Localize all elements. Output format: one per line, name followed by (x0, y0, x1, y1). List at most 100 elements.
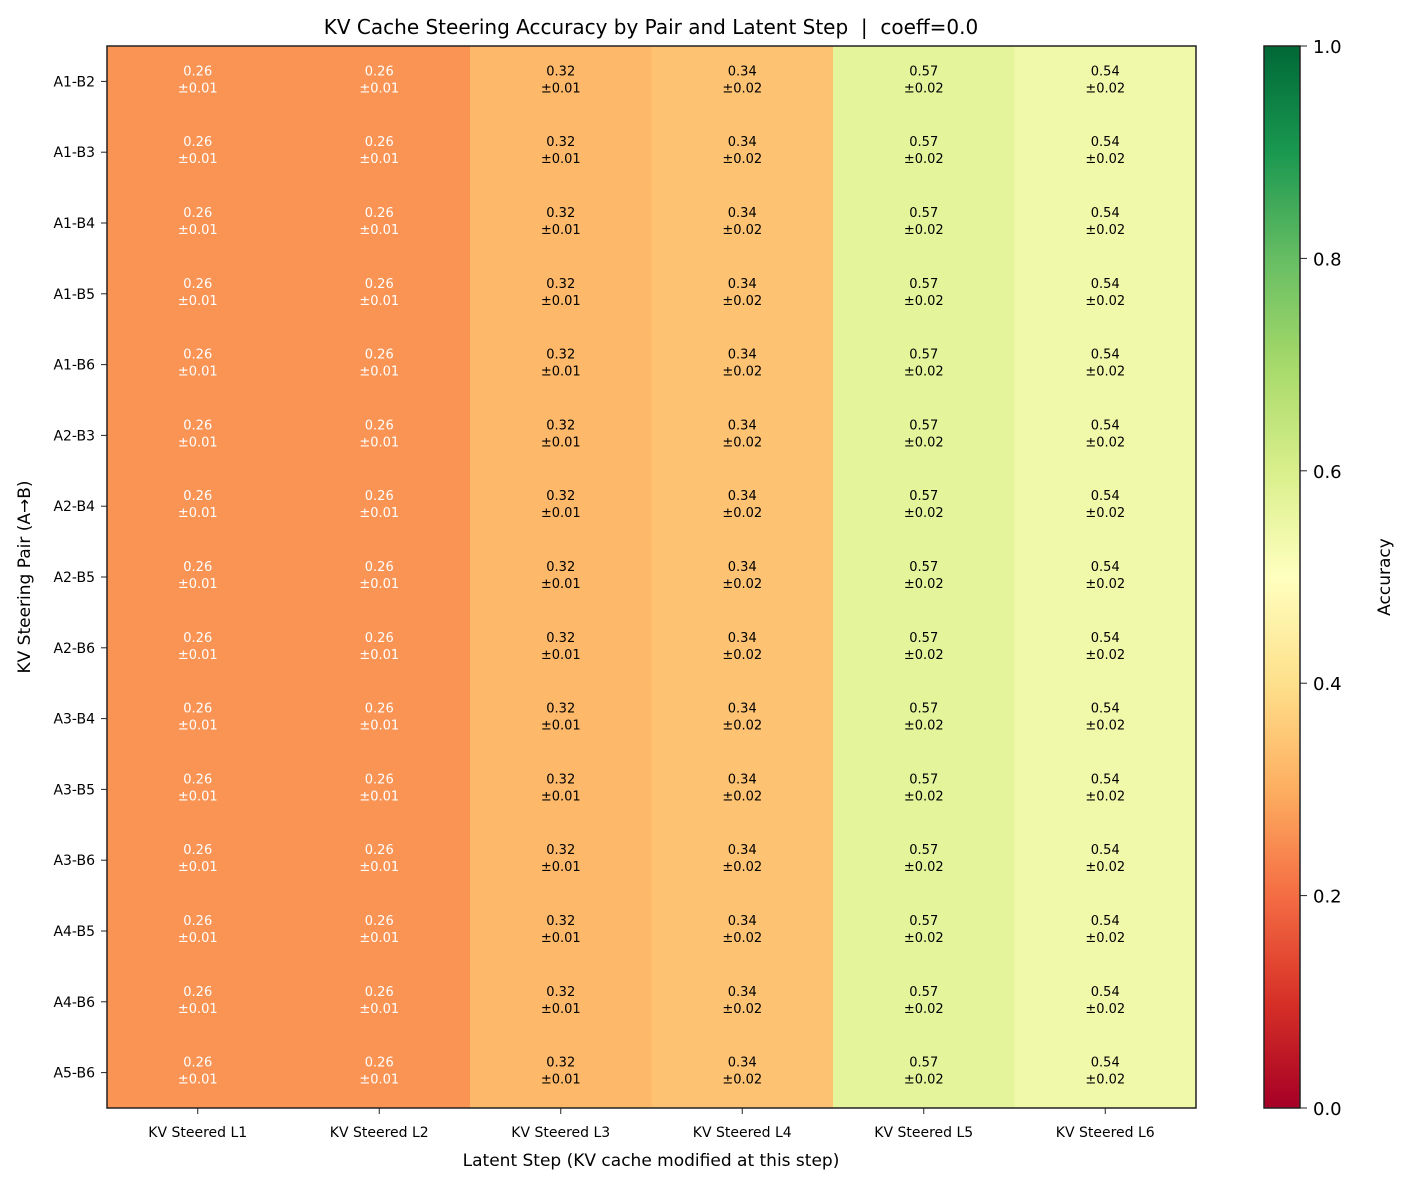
cell-error: ±0.02 (1085, 294, 1125, 309)
heatmap-cell (1014, 754, 1197, 826)
cell-value: 0.32 (546, 843, 575, 858)
cell-error: ±0.02 (722, 648, 762, 663)
cell-error: ±0.02 (722, 81, 762, 96)
cell-error: ±0.01 (178, 435, 218, 450)
cell-error: ±0.01 (541, 365, 581, 380)
cell-value: 0.26 (183, 489, 212, 504)
cell-value: 0.34 (728, 772, 757, 787)
cell-value: 0.57 (909, 702, 938, 717)
y-tick-label: A1-B5 (53, 287, 95, 303)
heatmap-cell (107, 612, 289, 684)
heatmap-cell (833, 187, 1015, 259)
heatmap-cell (470, 966, 652, 1038)
cell-error: ±0.02 (904, 81, 944, 96)
cell-error: ±0.02 (722, 223, 762, 238)
heatmap-cell (833, 824, 1015, 897)
cell-error: ±0.02 (722, 577, 762, 592)
cell-value: 0.26 (183, 702, 212, 717)
heatmap-cell (288, 400, 471, 472)
cell-error: ±0.02 (722, 1073, 762, 1088)
heatmap-cell (651, 116, 834, 189)
cell-value: 0.26 (365, 489, 394, 504)
heatmap-cell (470, 541, 652, 613)
heatmap-cell (651, 541, 834, 613)
cell-error: ±0.01 (359, 719, 399, 734)
heatmap-cell (288, 258, 471, 330)
cell-value: 0.54 (1091, 631, 1120, 646)
cell-value: 0.26 (183, 843, 212, 858)
cell-error: ±0.02 (1085, 365, 1125, 380)
cell-error: ±0.02 (904, 789, 944, 804)
cell-error: ±0.01 (359, 152, 399, 167)
heatmap-cell (1014, 824, 1197, 897)
heatmap-cell (107, 683, 289, 755)
cell-value: 0.57 (909, 772, 938, 787)
heatmap-cell (288, 824, 471, 897)
cell-value: 0.54 (1091, 560, 1120, 575)
cell-error: ±0.02 (1085, 152, 1125, 167)
heatmap-cell (107, 895, 289, 967)
heatmap-cell (107, 1037, 289, 1109)
heatmap-cell (107, 541, 289, 613)
heatmap-cell (288, 1037, 471, 1109)
heatmap-cell (833, 329, 1015, 401)
heatmap-cell (107, 329, 289, 401)
heatmap-cell (833, 612, 1015, 684)
cell-error: ±0.01 (359, 294, 399, 309)
heatmap-cell (470, 400, 652, 472)
colorbar-tick-label: 0.2 (1313, 887, 1342, 908)
cell-value: 0.34 (728, 631, 757, 646)
cell-value: 0.57 (909, 1056, 938, 1071)
heatmap-cell (833, 470, 1015, 543)
cell-value: 0.57 (909, 489, 938, 504)
cell-error: ±0.02 (904, 577, 944, 592)
cell-value: 0.57 (909, 206, 938, 221)
heatmap-cell (651, 966, 834, 1038)
cell-error: ±0.01 (178, 294, 218, 309)
heatmap-cell (651, 470, 834, 543)
colorbar-tick-label: 0.8 (1313, 249, 1342, 270)
cell-value: 0.26 (183, 985, 212, 1000)
heatmap-cell (833, 754, 1015, 826)
x-axis-label: Latent Step (KV cache modified at this s… (463, 1151, 840, 1171)
heatmap-cell (651, 824, 834, 897)
heatmap-cell (470, 258, 652, 330)
cell-error: ±0.02 (904, 860, 944, 875)
cell-error: ±0.01 (178, 789, 218, 804)
heatmap-cell (288, 966, 471, 1038)
y-tick-label: A4-B5 (53, 924, 95, 940)
x-axis-ticks: KV Steered L1 KV Steered L2 KV Steered L3 K… (148, 1108, 1155, 1141)
cell-value: 0.57 (909, 560, 938, 575)
cell-value: 0.34 (728, 843, 757, 858)
cell-value: 0.26 (183, 277, 212, 292)
cell-value: 0.54 (1091, 772, 1120, 787)
heatmap-cell (470, 116, 652, 189)
cell-error: ±0.02 (1085, 860, 1125, 875)
cell-value: 0.34 (728, 560, 757, 575)
cell-error: ±0.01 (178, 577, 218, 592)
y-tick-label: A1-B3 (53, 145, 95, 161)
y-tick-label: A3-B4 (53, 712, 95, 728)
cell-value: 0.57 (909, 631, 938, 646)
cell-error: ±0.01 (541, 648, 581, 663)
cell-error: ±0.02 (904, 1073, 944, 1088)
heatmap-cell (107, 258, 289, 330)
cell-value: 0.32 (546, 914, 575, 929)
cell-error: ±0.02 (722, 860, 762, 875)
heatmap-cell (288, 683, 471, 755)
cell-value: 0.54 (1091, 489, 1120, 504)
cell-value: 0.54 (1091, 1056, 1120, 1071)
colorbar-tick-label: 0.0 (1313, 1099, 1342, 1120)
heatmap-cell (833, 46, 1015, 118)
heatmap-cell (1014, 400, 1197, 472)
cell-value: 0.26 (365, 418, 394, 433)
cell-value: 0.32 (546, 206, 575, 221)
cell-value: 0.26 (183, 206, 212, 221)
heatmap-cell (470, 1037, 652, 1109)
heatmap-cell (288, 541, 471, 613)
colorbar (1263, 45, 1301, 1109)
cell-value: 0.34 (728, 418, 757, 433)
cell-error: ±0.01 (359, 365, 399, 380)
cell-value: 0.26 (365, 843, 394, 858)
